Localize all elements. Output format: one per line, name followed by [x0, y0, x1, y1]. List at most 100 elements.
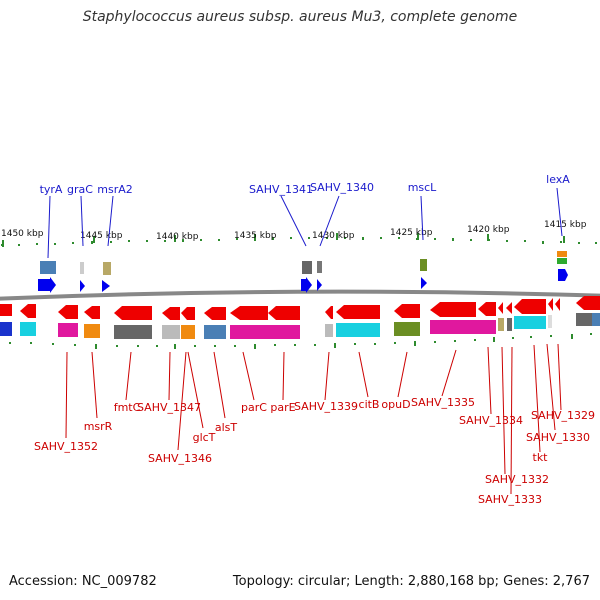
- gene-arrow: [268, 306, 300, 320]
- scale-tick: [137, 345, 139, 347]
- gene-label-bottom[interactable]: tkt: [533, 451, 549, 464]
- scale-tick: [18, 244, 20, 246]
- scale-tick: [200, 239, 202, 241]
- leader-line: [107, 195, 114, 247]
- scale-tick: [30, 342, 32, 344]
- gene-arrow: [58, 305, 78, 319]
- scale-tick: [294, 344, 296, 346]
- cog-box: [162, 325, 180, 339]
- leader-line: [125, 351, 132, 401]
- scale-major-tick: [487, 234, 489, 241]
- scale-tick: [578, 242, 580, 244]
- gene-label-bottom[interactable]: alsT: [215, 421, 238, 434]
- gene-label-bottom[interactable]: glcT: [193, 431, 216, 444]
- scale-tick: [344, 237, 346, 239]
- leader-line: [187, 351, 204, 429]
- scale-tick: [434, 238, 436, 240]
- gene-label-bottom[interactable]: SAHV_1339: [294, 400, 358, 413]
- scale-label: 1420 kbp: [467, 225, 510, 235]
- leader-line: [556, 187, 563, 237]
- cog-box: [20, 322, 36, 336]
- scale-tick: [590, 333, 592, 335]
- scale-tick: [128, 240, 130, 242]
- gene-label-bottom[interactable]: parC: [241, 401, 267, 414]
- cog-box: [317, 261, 322, 273]
- gene-label-bottom[interactable]: SAHV_1346: [148, 452, 212, 465]
- gene-arrow: [576, 296, 600, 310]
- scale-major-tick: [563, 236, 565, 243]
- cog-box: [576, 313, 592, 326]
- gene-label-top[interactable]: msrA2: [97, 183, 133, 196]
- gene-label-bottom[interactable]: SAHV_1333: [478, 493, 542, 506]
- scale-tick: [74, 344, 76, 346]
- scale-tick: [274, 344, 276, 346]
- gene-arrow: [558, 269, 568, 281]
- scale-tick: [326, 237, 328, 239]
- gene-label-bottom[interactable]: parE: [270, 401, 295, 414]
- leader-line: [65, 351, 68, 439]
- scale-tick: [174, 344, 176, 349]
- gene-label-bottom[interactable]: SAHV_1329: [531, 409, 595, 422]
- scale-label: 1415 kbp: [544, 220, 587, 230]
- scale-tick: [530, 336, 532, 338]
- gene-label-top[interactable]: lexA: [546, 173, 570, 186]
- cog-box: [557, 258, 567, 264]
- scale-tick: [454, 340, 456, 342]
- gene-arrow: [478, 302, 496, 316]
- gene-label-bottom[interactable]: fmtC: [114, 401, 141, 414]
- cog-box: [507, 318, 512, 331]
- leader-line: [280, 195, 307, 247]
- gene-label-bottom[interactable]: SAHV_1352: [34, 440, 98, 453]
- gene-arrow: [430, 302, 476, 317]
- scale-tick: [54, 243, 56, 245]
- gene-label-bottom[interactable]: msrR: [84, 420, 113, 433]
- cog-box: [84, 324, 100, 338]
- scale-tick: [272, 237, 274, 240]
- leader-line: [358, 351, 369, 398]
- gene-arrow: [181, 307, 195, 320]
- scale-tick: [214, 345, 216, 347]
- gene-label-top[interactable]: SAHV_1341: [249, 183, 313, 196]
- scale-tick: [236, 238, 238, 240]
- scale-tick: [524, 240, 526, 242]
- gene-label-top[interactable]: graC: [67, 183, 93, 196]
- top-leader-lines: [47, 187, 563, 259]
- gene-label-bottom[interactable]: SAHV_1347: [137, 401, 201, 414]
- gene-arrow: [80, 280, 85, 292]
- scale-major-tick: [336, 233, 338, 240]
- leader-line: [324, 351, 330, 401]
- gene-label-top[interactable]: SAHV_1340: [310, 181, 374, 194]
- cog-box: [230, 325, 300, 339]
- scale-tick: [72, 242, 74, 244]
- reverse-cog-boxes: [0, 313, 600, 339]
- scale-tick: [156, 345, 158, 347]
- gene-arrow: [336, 305, 380, 319]
- gene-label-bottom[interactable]: SAHV_1330: [526, 431, 590, 444]
- gene-label-top[interactable]: tyrA: [40, 183, 63, 196]
- scale-major-tick: [2, 240, 4, 247]
- gene-label-bottom[interactable]: SAHV_1335: [411, 396, 475, 409]
- scale-tick: [506, 240, 508, 242]
- genome-backbone: [0, 289, 600, 301]
- gene-label-bottom[interactable]: SAHV_1332: [485, 473, 549, 486]
- gene-label-bottom[interactable]: opuD: [381, 398, 410, 411]
- scale-label: 1425 kbp: [390, 228, 433, 238]
- scale-tick: [493, 337, 495, 342]
- scale-tick: [290, 237, 292, 239]
- scale-tick: [110, 241, 112, 243]
- scale-tick: [9, 342, 11, 344]
- gene-label-top[interactable]: mscL: [408, 181, 437, 194]
- scale-tick: [398, 237, 400, 239]
- map-title: Staphylococcus aureus subsp. aureus Mu3,…: [82, 9, 518, 25]
- gene-arrow: [394, 304, 420, 318]
- cog-box: [394, 322, 420, 336]
- scale-tick: [571, 334, 573, 339]
- gene-label-bottom[interactable]: citB: [359, 398, 380, 411]
- cog-box: [204, 325, 226, 339]
- scale-ticks-lower: [9, 333, 592, 349]
- cog-box: [58, 323, 78, 337]
- scale-major-tick: [174, 235, 176, 242]
- gene-label-bottom[interactable]: SAHV_1334: [459, 414, 523, 427]
- reverse-gene-arrows: [0, 296, 600, 320]
